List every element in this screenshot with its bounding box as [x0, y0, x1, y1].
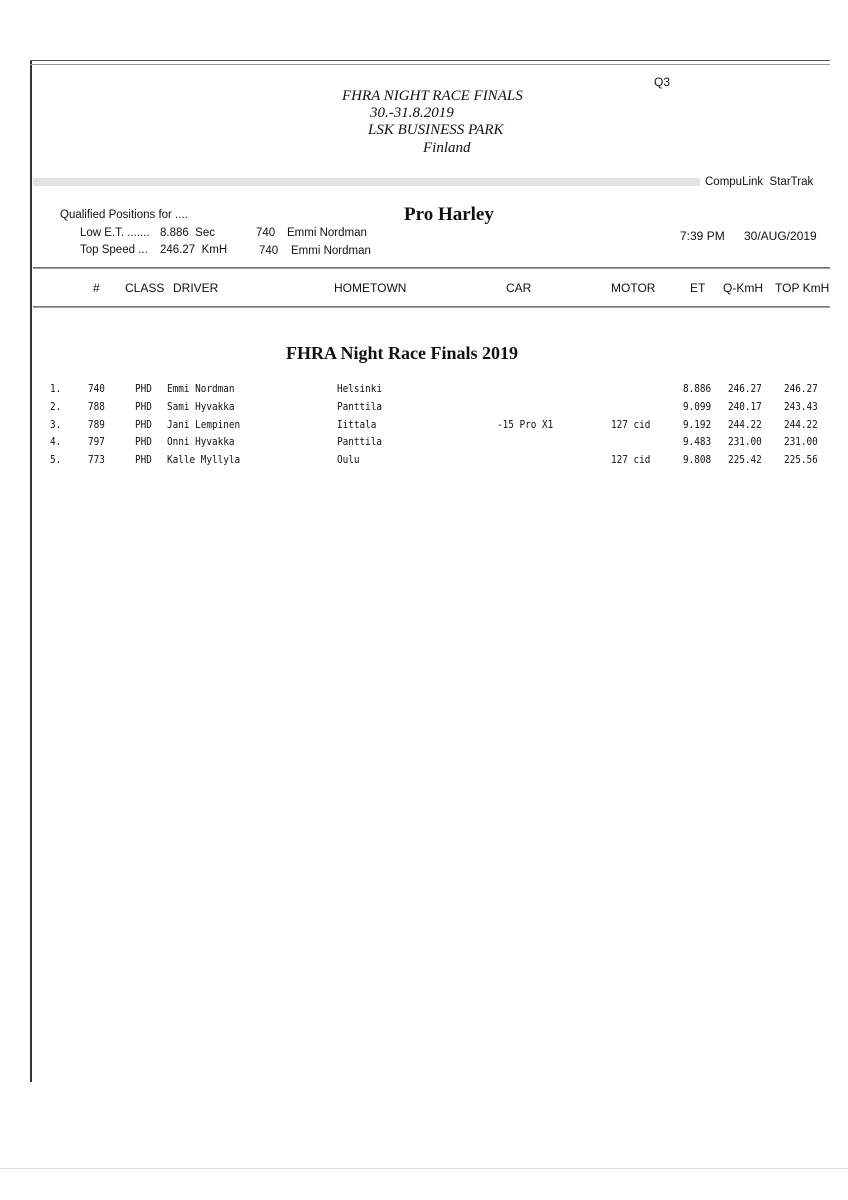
top-kmh: 243.43 — [784, 400, 818, 413]
table-row: 4. 797 PHD Onni Hyvakka Panttila 9.483 2… — [0, 435, 848, 453]
top-kmh: 225.56 — [784, 453, 818, 466]
hometown: Oulu — [337, 453, 360, 466]
section-title: FHRA Night Race Finals 2019 — [286, 343, 518, 363]
hometown: Helsinki — [337, 382, 383, 395]
class: PHD — [135, 435, 152, 448]
header-rule-bottom — [33, 306, 830, 308]
col-top-kmh: TOP KmH — [775, 281, 830, 295]
position: 5. — [50, 453, 62, 466]
system-label: CompuLink StarTrak — [705, 176, 814, 188]
driver: Emmi Nordman — [167, 382, 235, 395]
class: PHD — [135, 382, 152, 395]
event-country: Finland — [423, 140, 471, 156]
class: PHD — [135, 400, 152, 413]
et: 9.099 — [683, 400, 712, 413]
et: 9.483 — [683, 435, 712, 448]
low-et-num: 740 — [256, 227, 276, 239]
report-date: 30/AUG/2019 — [744, 229, 817, 243]
left-border — [30, 60, 32, 1082]
col-q-kmh: Q-KmH — [723, 281, 763, 295]
car: -15 Pro X1 — [497, 418, 554, 431]
event-dates: 30.-31.8.2019 — [370, 105, 454, 121]
report-time: 7:39 PM — [680, 229, 725, 243]
driver: Sami Hyvakka — [167, 400, 235, 413]
car-number: 740 — [88, 382, 105, 395]
table-row: 5. 773 PHD Kalle Myllyla Oulu 127 cid 9.… — [0, 453, 848, 471]
top-speed-driver: Emmi Nordman — [291, 245, 371, 257]
dotted-band — [33, 178, 700, 186]
q-kmh: 246.27 — [728, 382, 762, 395]
class-title: Pro Harley — [404, 204, 494, 225]
car-number: 788 — [88, 400, 105, 413]
position: 2. — [50, 400, 62, 413]
driver: Jani Lempinen — [167, 418, 241, 431]
class: PHD — [135, 418, 152, 431]
bottom-rule — [0, 1168, 848, 1169]
position: 4. — [50, 435, 62, 448]
top-speed-num: 740 — [259, 245, 279, 257]
position: 3. — [50, 418, 62, 431]
hometown: Panttila — [337, 400, 383, 413]
hometown: Panttila — [337, 435, 383, 448]
et: 9.192 — [683, 418, 712, 431]
hometown: Iittala — [337, 418, 377, 431]
q-kmh: 225.42 — [728, 453, 762, 466]
col-motor: MOTOR — [611, 281, 656, 295]
qualified-label: Qualified Positions for .... — [60, 209, 188, 221]
position: 1. — [50, 382, 62, 395]
et: 8.886 — [683, 382, 712, 395]
col-driver: DRIVER — [173, 281, 219, 295]
event-title: FHRA NIGHT RACE FINALS — [342, 88, 523, 104]
table-row: 3. 789 PHD Jani Lempinen Iittala -15 Pro… — [0, 418, 848, 436]
car-number: 789 — [88, 418, 105, 431]
driver: Kalle Myllyla — [167, 453, 241, 466]
motor: 127 cid — [611, 418, 651, 431]
top-rule — [30, 60, 830, 65]
top-speed-label: Top Speed ... — [80, 244, 148, 256]
session-label: Q3 — [654, 75, 671, 89]
q-kmh: 240.17 — [728, 400, 762, 413]
top-kmh: 244.22 — [784, 418, 818, 431]
top-kmh: 246.27 — [784, 382, 818, 395]
car-number: 773 — [88, 453, 105, 466]
car-number: 797 — [88, 435, 105, 448]
event-venue: LSK BUSINESS PARK — [368, 122, 504, 138]
col-car: CAR — [506, 281, 532, 295]
top-kmh: 231.00 — [784, 435, 818, 448]
table-row: 2. 788 PHD Sami Hyvakka Panttila 9.099 2… — [0, 400, 848, 418]
motor: 127 cid — [611, 453, 651, 466]
class: PHD — [135, 453, 152, 466]
col-class: CLASS — [125, 281, 165, 295]
q-kmh: 231.00 — [728, 435, 762, 448]
low-et-label: Low E.T. ....... — [80, 227, 150, 239]
col-number: # — [93, 281, 100, 295]
driver: Onni Hyvakka — [167, 435, 235, 448]
low-et-driver: Emmi Nordman — [287, 227, 367, 239]
low-et-value: 8.886 Sec — [160, 227, 215, 239]
et: 9.808 — [683, 453, 712, 466]
col-hometown: HOMETOWN — [334, 281, 407, 295]
col-et: ET — [690, 281, 706, 295]
table-row: 1. 740 PHD Emmi Nordman Helsinki 8.886 2… — [0, 382, 848, 400]
q-kmh: 244.22 — [728, 418, 762, 431]
header-rule-top — [33, 267, 830, 269]
top-speed-value: 246.27 KmH — [160, 244, 228, 256]
